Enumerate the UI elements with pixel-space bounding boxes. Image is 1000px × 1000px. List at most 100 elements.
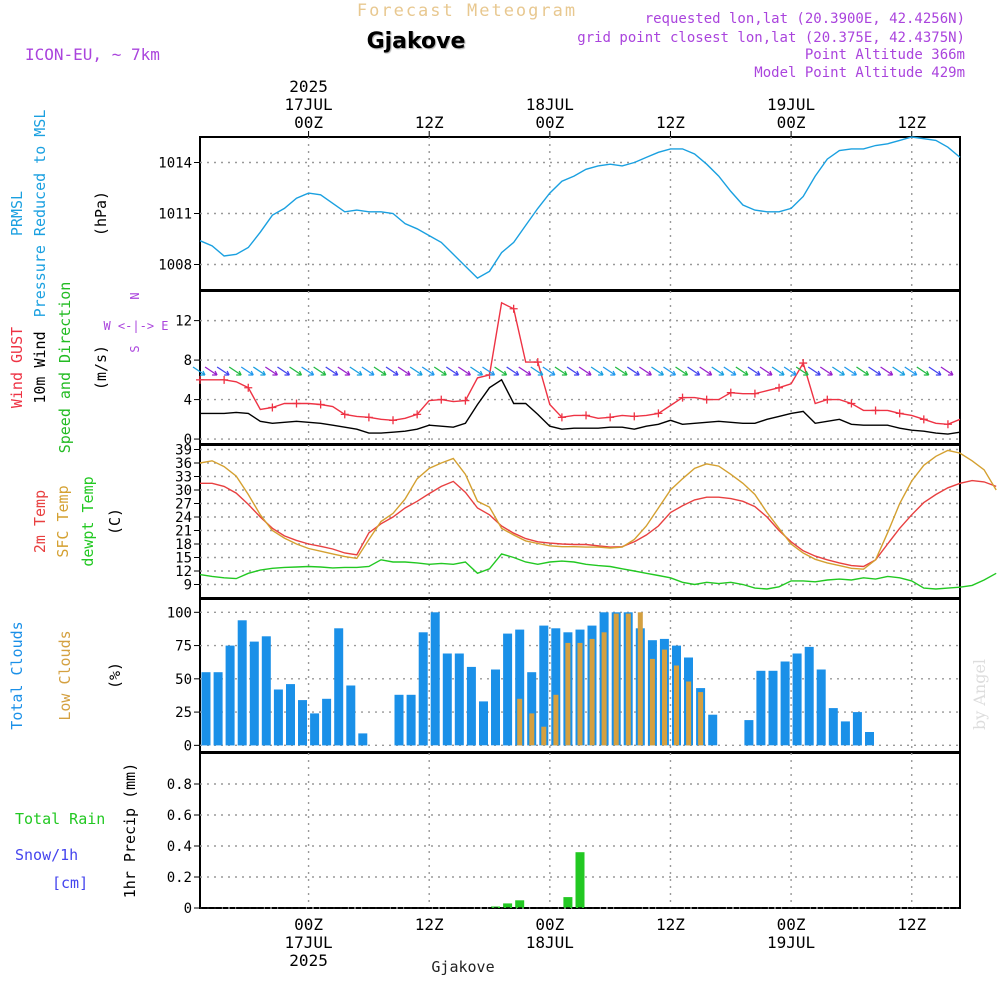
bar-total-clouds: [840, 721, 850, 746]
gust-point: [726, 388, 735, 397]
gust-point: [244, 383, 253, 392]
y-tick-label: 24: [175, 510, 192, 526]
bottom-axis-label: 00Z: [294, 915, 323, 934]
wind-direction-arrow: [783, 366, 797, 376]
bar-total-clouds: [539, 625, 549, 746]
bar-total-rain: [575, 852, 585, 908]
gridlines: [194, 445, 960, 598]
gust-point: [823, 395, 832, 404]
bottom-axis-label: 00Z: [777, 915, 806, 934]
bar-total-clouds: [261, 636, 271, 746]
bar-total-clouds: [816, 669, 826, 746]
series-label: Total Rain: [15, 810, 105, 828]
wind-direction-arrow: [602, 366, 616, 376]
bar-low-clouds: [698, 692, 704, 746]
series-label: PRMSL: [8, 191, 26, 236]
y-tick-label: 0.2: [167, 870, 192, 886]
wind-direction-arrow: [578, 366, 592, 376]
wind-direction-arrow: [880, 366, 894, 376]
bar-total-clouds: [298, 700, 307, 746]
compass-south: S: [128, 345, 142, 352]
y-tick-label: 36: [175, 456, 192, 472]
y-tick-label: 0.6: [167, 808, 192, 824]
bar-low-clouds: [674, 665, 679, 746]
bottom-axis-label: 18JUL: [526, 933, 574, 952]
bar-total-clouds: [708, 714, 718, 746]
gust-point: [461, 396, 470, 405]
bar-total-clouds: [430, 612, 440, 746]
product-title: Forecast Meteogram: [357, 1, 577, 21]
gust-point: [557, 413, 566, 422]
unit-label: (hPa): [92, 191, 110, 236]
gust-point: [389, 416, 398, 425]
top-axis-label: 12Z: [656, 113, 685, 132]
gust-point: [316, 400, 325, 409]
precip-panel: 0 0.2 0.4 0.6 0.8 Total Rain Snow/1h [cm] 1hr Pr…: [15, 752, 961, 917]
gust-point: [220, 375, 229, 384]
bar-low-clouds: [613, 613, 619, 746]
wind-direction-arrow: [385, 366, 399, 376]
wind-direction-arrow: [819, 366, 833, 376]
bar-low-clouds: [529, 713, 535, 746]
panel-frame: [199, 444, 961, 599]
gust-point: [340, 410, 349, 419]
wind-direction-arrow: [554, 366, 568, 376]
gust-point: [582, 411, 591, 420]
bar-total-clouds: [394, 694, 404, 746]
gridlines: [194, 137, 960, 290]
bar-low-clouds: [625, 613, 631, 746]
wind-direction-arrow: [723, 366, 737, 376]
y-tick-label: 75: [175, 639, 192, 655]
top-axis-label: 18JUL: [526, 95, 574, 114]
gust-point: [702, 395, 711, 404]
bar-total-clouds: [479, 701, 488, 746]
gust-point: [871, 406, 880, 415]
top-axis-label: 17JUL: [284, 95, 332, 114]
bar-total-clouds: [406, 694, 416, 746]
wind-direction-arrow: [832, 366, 845, 376]
gust-point: [847, 399, 856, 408]
bar-total-clouds: [852, 712, 862, 746]
wind-direction-arrow: [252, 366, 266, 376]
y-tick-label: 100: [167, 605, 192, 621]
model-label: ICON-EU, ~ 7km: [25, 45, 160, 64]
bar-total-clouds: [334, 628, 344, 746]
bar-low-clouds: [589, 638, 595, 746]
y-tick-label: 1011: [158, 207, 192, 223]
bar-total-clouds: [322, 698, 332, 746]
compass-row: W <-|-> E: [103, 319, 168, 333]
bar-total-clouds: [515, 629, 525, 746]
top-axis-label: 00Z: [777, 113, 806, 132]
y-tick-label: 9: [184, 578, 192, 594]
bottom-axis-label: 12Z: [897, 915, 926, 934]
bar-total-clouds: [503, 633, 513, 746]
bar-low-clouds: [553, 694, 559, 746]
y-tick-label: 27: [175, 497, 192, 513]
wind-direction-arrow: [216, 366, 230, 376]
bar-total-clouds: [804, 646, 814, 746]
bar-total-clouds: [527, 672, 537, 746]
y-tick-label: 25: [175, 705, 192, 721]
wind-direction-arrow: [711, 366, 725, 376]
y-tick-label: 0: [184, 901, 192, 917]
series-label: 2m Temp: [31, 490, 49, 553]
wind-direction-arrow: [735, 366, 749, 376]
bar-low-clouds: [637, 612, 643, 746]
gust-point: [678, 393, 687, 402]
wind-direction-arrow: [228, 366, 242, 376]
y-tick-label: 1008: [158, 258, 192, 274]
bar-total-clouds: [286, 684, 295, 746]
bottom-axis-label: 00Z: [535, 915, 564, 934]
series-label: [cm]: [52, 874, 88, 892]
wind-direction-arrow: [506, 366, 520, 376]
gust-point: [533, 358, 542, 367]
wind-direction-arrow: [807, 366, 821, 376]
wind-direction-arrow: [482, 366, 496, 376]
series-label: 10m Wind: [31, 331, 49, 403]
bar-low-clouds: [517, 698, 523, 746]
top-axis-label: 12Z: [897, 113, 926, 132]
y-tick-label: 21: [175, 524, 192, 540]
wind-direction-arrow: [530, 366, 544, 376]
gust-point: [268, 403, 277, 412]
